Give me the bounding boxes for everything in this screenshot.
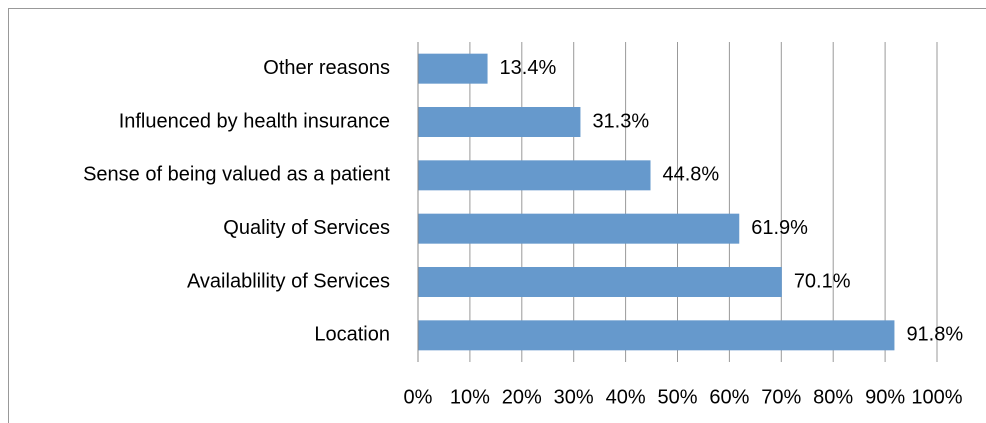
x-tick-label: 80% [813,386,853,408]
y-tick-label: Sense of being valued as a patient [83,164,390,186]
bar [418,53,488,84]
bar [418,213,740,244]
bar [418,160,651,191]
bar [418,107,581,137]
x-tick-label: 60% [709,386,749,408]
chart-frame [8,8,986,423]
y-tick-label: Quality of Services [223,217,390,239]
data-label: 13.4% [500,57,557,79]
data-label: 44.8% [663,164,720,186]
data-label: 91.8% [906,324,963,346]
bar [418,320,895,351]
x-tick-label: 70% [761,386,801,408]
x-tick-label: 50% [657,386,697,408]
y-tick-label: Other reasons [263,57,390,79]
x-tick-label: 0% [404,386,433,408]
y-tick-label: Availablility of Services [187,270,390,292]
x-tick-label: 40% [606,386,646,408]
data-label: 31.3% [592,110,649,132]
data-label: 61.9% [751,217,808,239]
y-tick-label: Influenced by health insurance [119,110,390,132]
x-tick-label: 90% [865,386,905,408]
data-label: 70.1% [794,270,851,292]
x-tick-label: 10% [450,386,490,408]
x-tick-label: 100% [911,386,962,408]
x-tick-label: 30% [554,386,594,408]
y-tick-label: Location [314,324,390,346]
bar [418,267,782,297]
x-tick-label: 20% [502,386,542,408]
